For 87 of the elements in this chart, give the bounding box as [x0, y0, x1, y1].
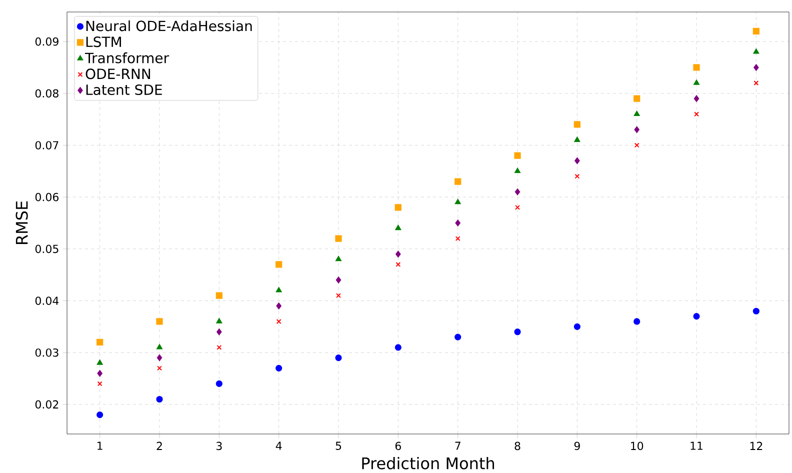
x-tick-label: 2	[156, 442, 162, 450]
point	[455, 220, 460, 226]
point	[634, 318, 640, 325]
point	[514, 188, 520, 196]
point	[276, 319, 282, 324]
point	[96, 338, 104, 346]
point	[574, 136, 580, 142]
x-tick-label: 8	[514, 442, 520, 450]
point	[634, 110, 640, 116]
x-tick-label: 6	[395, 442, 401, 450]
point	[216, 292, 222, 299]
point	[336, 276, 342, 284]
point	[157, 366, 162, 371]
point	[454, 198, 461, 204]
y-tick-label: 0.09	[35, 37, 58, 46]
point	[574, 121, 580, 128]
point	[394, 344, 402, 351]
x-tick-label: 1	[98, 442, 102, 450]
point	[216, 344, 222, 350]
x-axis-title: Prediction Month	[362, 456, 494, 470]
x-tick-label: 11	[690, 442, 702, 450]
y-axis-title: RMSE	[16, 201, 28, 244]
point	[514, 168, 520, 174]
y-tick-label: 0.07	[35, 141, 58, 150]
point	[156, 396, 163, 403]
point	[96, 412, 104, 418]
point	[634, 142, 640, 148]
point	[97, 370, 102, 377]
point	[395, 224, 402, 230]
point	[276, 364, 282, 372]
point	[694, 80, 700, 85]
point	[752, 308, 760, 314]
point	[394, 204, 402, 211]
point	[515, 204, 520, 210]
point	[216, 318, 222, 324]
point	[693, 64, 700, 71]
legend-label: Neural ODE-AdaHessian	[86, 20, 252, 32]
legend-label: Latent SDE	[86, 84, 162, 96]
point	[574, 323, 580, 330]
y-tick-label: 0.06	[35, 192, 59, 202]
y-tick-label: 0.08	[35, 89, 58, 98]
point	[336, 293, 341, 298]
point	[694, 95, 700, 102]
point	[216, 380, 222, 387]
legend-label: Transformer	[84, 52, 170, 64]
legend-label: ODE-RNN	[86, 68, 150, 80]
y-tick-label: 0.03	[35, 348, 58, 357]
point	[574, 174, 580, 179]
point	[276, 302, 282, 310]
point	[634, 126, 640, 133]
x-tick-label: 9	[574, 442, 580, 450]
x-tick-label: 12	[750, 442, 762, 450]
point	[156, 354, 162, 362]
point	[336, 256, 342, 262]
point	[514, 328, 521, 336]
y-tick-label: 0.02	[35, 400, 58, 409]
x-tick-label: 4	[276, 442, 282, 450]
point	[156, 344, 162, 350]
point	[752, 28, 760, 34]
point	[754, 64, 759, 71]
legend-label: LSTM	[86, 36, 121, 48]
x-tick-label: 5	[336, 442, 342, 450]
point	[276, 287, 282, 292]
point	[156, 318, 163, 325]
point	[455, 236, 460, 242]
point	[97, 381, 102, 386]
x-tick-label: 10	[631, 442, 644, 450]
point	[454, 178, 462, 185]
point	[216, 328, 222, 336]
point	[753, 48, 760, 54]
point	[754, 80, 759, 86]
point	[634, 95, 640, 102]
point	[335, 235, 342, 242]
point	[335, 354, 342, 362]
y-tick-label: 0.04	[35, 296, 59, 305]
point	[396, 262, 401, 267]
point	[96, 360, 103, 365]
point	[276, 261, 282, 268]
point	[694, 112, 699, 117]
point	[514, 152, 521, 159]
point	[396, 250, 401, 258]
x-tick-label: 7	[455, 442, 460, 450]
point	[574, 157, 580, 164]
point	[454, 334, 462, 340]
y-tick-label: 0.05	[35, 244, 58, 254]
x-tick-label: 3	[216, 442, 222, 450]
point	[693, 313, 700, 320]
